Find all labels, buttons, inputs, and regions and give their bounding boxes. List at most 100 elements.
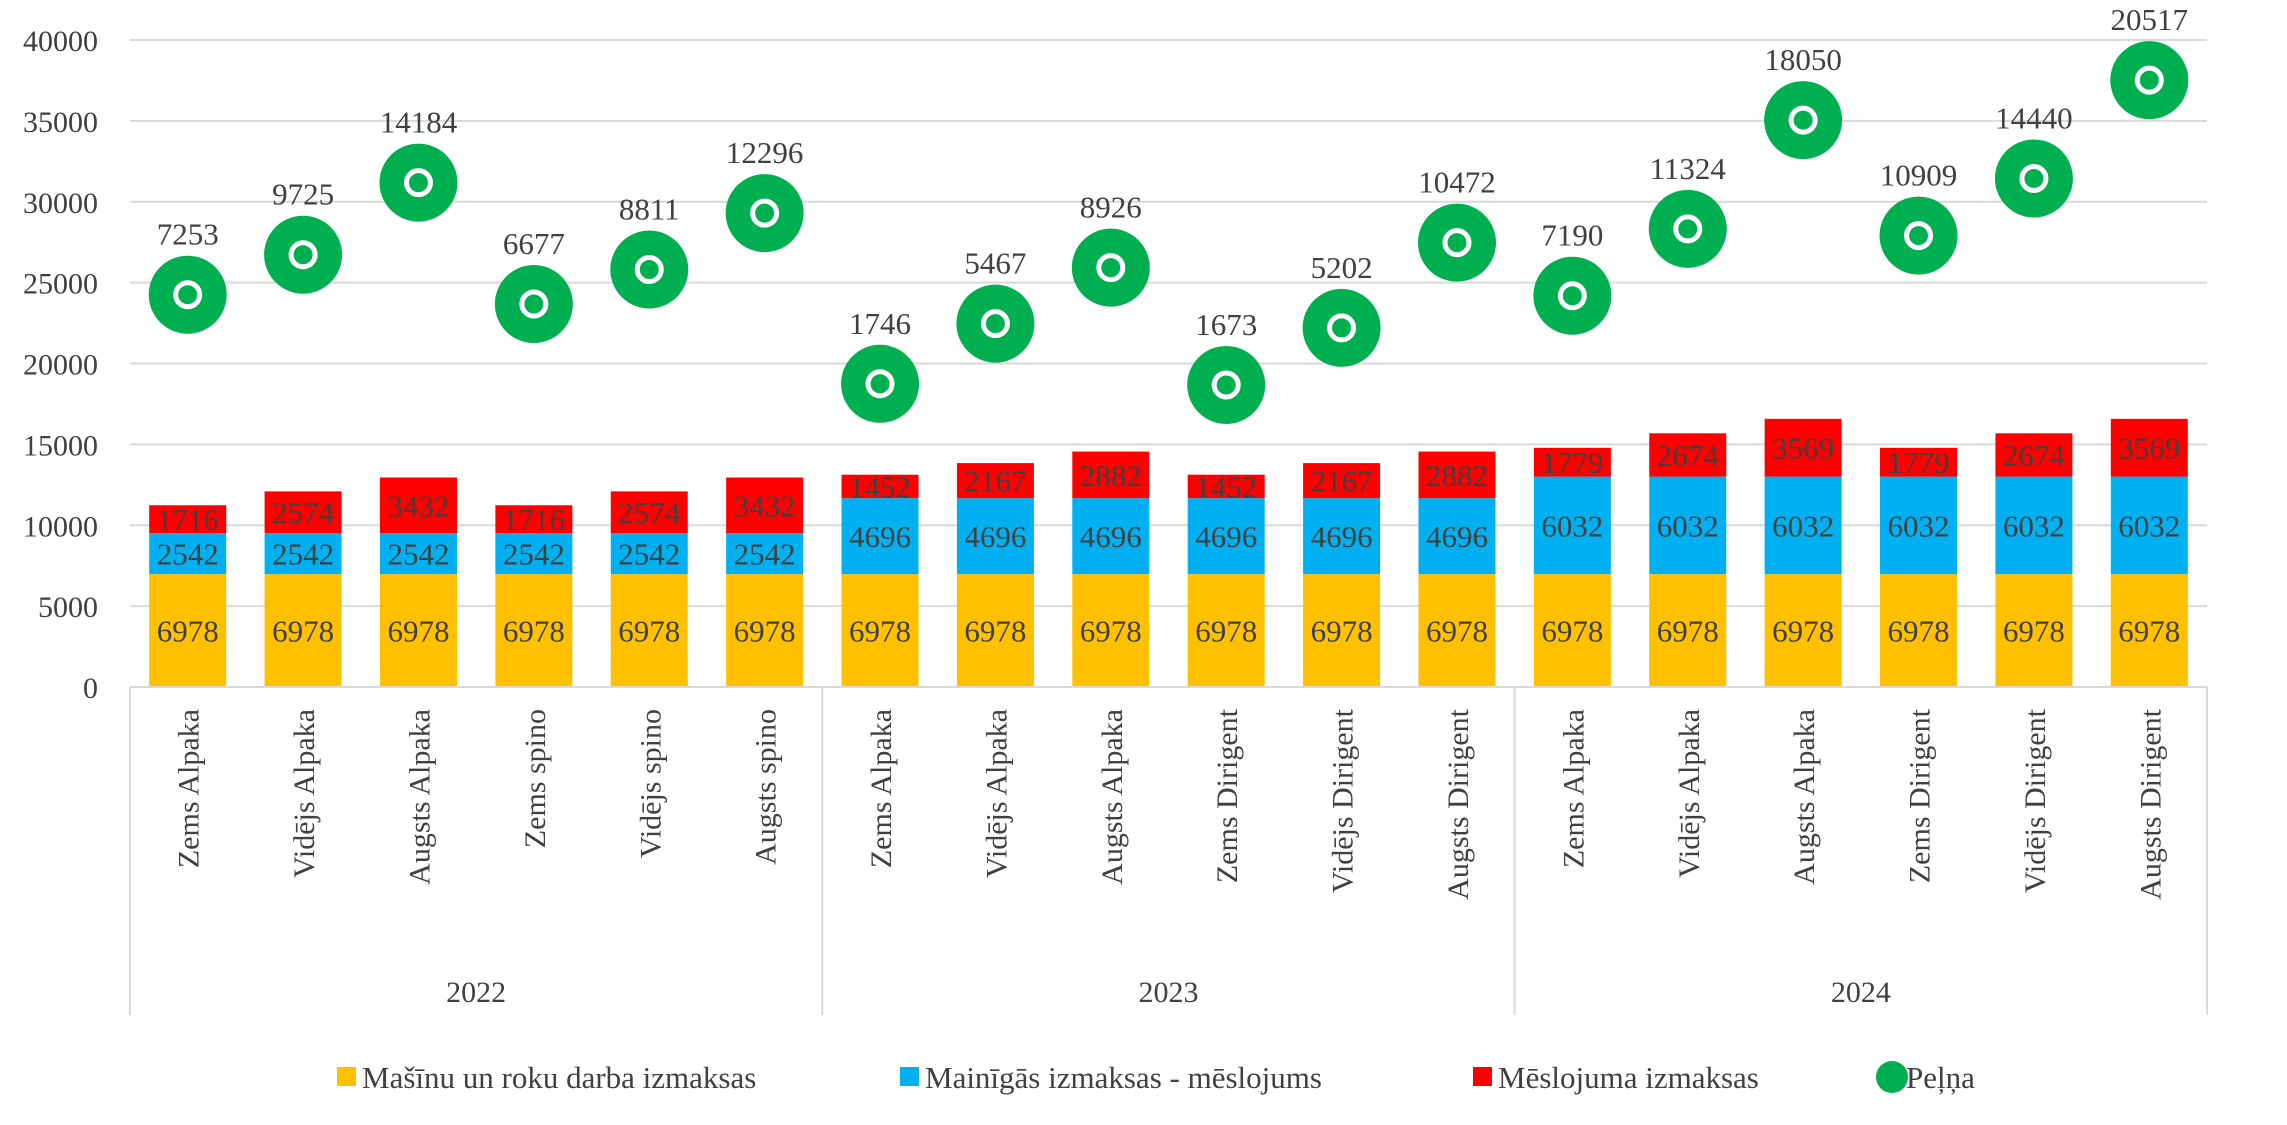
bar-data-label: 6978 [1080, 614, 1142, 649]
x-axis: Zems Alpaka Vidējs Alpaka Augsts Alpaka Zem… [129, 686, 2208, 1015]
bar-segment [1187, 474, 1265, 499]
profit-data-label: 5467 [964, 246, 1026, 281]
bar-data-label: 2674 [2003, 438, 2066, 473]
bar-segment [1303, 498, 1381, 575]
bar-segment [149, 533, 227, 575]
bar-data-label: 2882 [1080, 458, 1142, 493]
bar-segment [1072, 574, 1150, 687]
bar-data-label: 4696 [1195, 519, 1257, 554]
bar-segment [1649, 476, 1727, 575]
profit-data-label: 20517 [2111, 2, 2189, 37]
bar-data-label: 2542 [503, 537, 565, 572]
bar-segment [1764, 476, 1842, 575]
bar-data-label: 6032 [1657, 508, 1719, 543]
bar-data-label: 6978 [1541, 614, 1603, 649]
bar-data-label: 1716 [503, 502, 565, 537]
legend: Mašīnu un roku darba izmaksas Mainīgās iz… [337, 1060, 1975, 1095]
profit-marker-ring [288, 240, 318, 270]
legend-swatch [337, 1067, 356, 1086]
bar-data-label: 6978 [1426, 614, 1488, 649]
bar-segment [495, 533, 573, 575]
bar-segment [956, 463, 1034, 499]
bars [149, 418, 2188, 687]
category-label: Zems spino [519, 709, 552, 848]
profit-data-label: 8926 [1080, 190, 1142, 225]
bar-data-label: 2574 [618, 495, 681, 530]
category-label: Vidējs Dirigent [1327, 708, 1360, 893]
profit-data-label: 14440 [1995, 100, 2073, 135]
bar-data-label: 3432 [387, 488, 449, 523]
profit-marker [841, 344, 920, 423]
profit-data-label: 11324 [1650, 151, 1727, 186]
bar-segment [1649, 433, 1727, 477]
bar-segment [610, 491, 688, 534]
profit-marker [379, 143, 458, 222]
profit-marker-ring [1904, 221, 1934, 251]
bar-data-label: 6978 [157, 614, 219, 649]
profit-marker [1302, 288, 1381, 367]
bar-data-label: 2542 [157, 537, 219, 572]
bar-data-label: 3432 [734, 488, 796, 523]
bar-segment [1072, 451, 1150, 499]
bar-data-label: 6032 [2003, 508, 2065, 543]
bar-segment [1187, 498, 1265, 575]
bar-segment [379, 574, 457, 687]
bar-data-label: 2167 [1311, 464, 1373, 499]
category-label: Vidējs Alpaka [288, 709, 321, 878]
category-label: Augsts Dirigent [2134, 708, 2167, 899]
gridlines [130, 39, 2207, 608]
bar-data-label: 6032 [1888, 508, 1950, 543]
profit-marker [1879, 196, 1958, 275]
profit-marker [148, 255, 227, 334]
bar-segment [1533, 447, 1611, 477]
bar-segment [495, 505, 573, 534]
profit-marker [1648, 189, 1727, 268]
profit-marker-ring [1327, 313, 1357, 343]
profit-data-label: 12296 [726, 135, 804, 170]
profit-marker-ring [1096, 253, 1126, 283]
bar-data-label: 2542 [387, 537, 449, 572]
profit-marker [1764, 81, 1843, 160]
bar-segment [264, 533, 342, 575]
y-tick-label: 20000 [23, 349, 98, 382]
profit-marker-ring [1442, 228, 1472, 258]
bar-segment [1418, 574, 1496, 687]
profit-data-label: 7190 [1541, 218, 1603, 253]
profit-marker [725, 174, 804, 253]
profit-marker-ring [980, 309, 1010, 339]
y-axis: 0 5000 10000 15000 20000 25000 30000 35000 40000 [23, 25, 98, 705]
category-label: Zems Alpaka [865, 709, 898, 868]
profit-data-label: 6677 [503, 226, 565, 261]
profit-data-label: 10472 [1418, 165, 1496, 200]
profit-marker [1417, 203, 1496, 282]
bar-segment [841, 498, 919, 575]
bar-data-label: 6978 [503, 614, 565, 649]
profit-marker [264, 215, 343, 294]
bar-data-label: 2542 [618, 537, 680, 572]
bar-segment [1995, 476, 2073, 575]
y-tick-label: 30000 [23, 187, 98, 220]
bar-segment [610, 574, 688, 687]
category-label: Vidējs Dirigent [2019, 708, 2052, 893]
bar-segment [1649, 574, 1727, 687]
profit-marker [1994, 139, 2073, 218]
category-label: Augsts Alpaka [403, 709, 436, 885]
bar-segment [379, 477, 457, 534]
bar-segment [1764, 574, 1842, 687]
profit-data-label: 1746 [849, 306, 911, 341]
profit-marker [1187, 345, 1266, 424]
profit-marker-ring [173, 280, 203, 310]
bar-segment [1995, 433, 2073, 477]
bar-data-label: 3569 [1772, 431, 1834, 466]
bar-data-label: 2574 [272, 495, 335, 530]
bar-segment [1533, 574, 1611, 687]
bar-segment [1072, 498, 1150, 575]
bar-segment [726, 574, 804, 687]
profit-data-label: 7253 [157, 217, 219, 252]
bar-data-label: 6978 [2118, 614, 2180, 649]
y-tick-label: 35000 [23, 106, 98, 139]
bar-data-label: 1452 [849, 469, 911, 504]
bar-data-label: 2542 [734, 537, 796, 572]
bar-data-label: 4696 [1080, 519, 1142, 554]
